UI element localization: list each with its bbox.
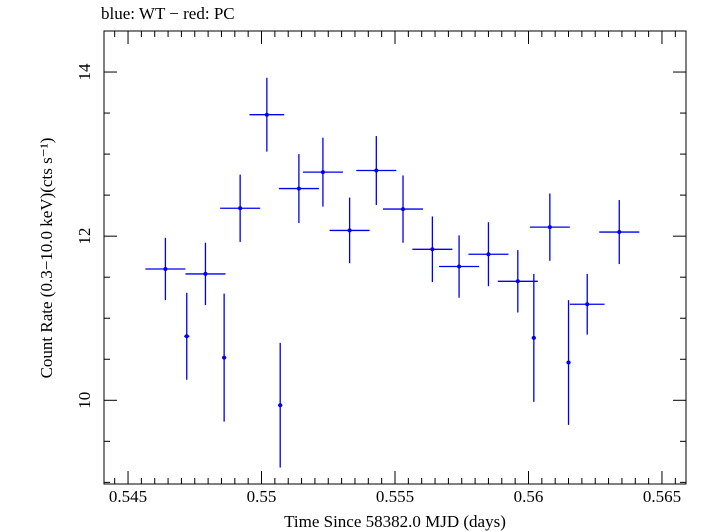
- point-marker: [347, 228, 352, 233]
- y-tick-label: 10: [75, 392, 94, 409]
- x-tick-label: 0.56: [514, 487, 544, 506]
- point-marker: [401, 207, 406, 212]
- point-marker: [515, 279, 520, 284]
- data-point: [569, 273, 605, 335]
- point-marker: [486, 252, 491, 257]
- x-tick-label: 0.55: [247, 487, 277, 506]
- data-point: [329, 197, 370, 264]
- data-point: [439, 235, 480, 298]
- y-tick-label: 12: [75, 228, 94, 245]
- point-marker: [184, 334, 189, 339]
- point-marker: [320, 170, 325, 175]
- data-point: [468, 222, 509, 287]
- point-marker: [566, 360, 571, 365]
- data-point: [382, 175, 424, 243]
- data-point: [599, 200, 640, 265]
- x-tick-label: 0.555: [376, 487, 414, 506]
- chart-title: blue: WT − red: PC: [101, 4, 235, 23]
- point-marker: [374, 168, 379, 173]
- point-marker: [430, 247, 435, 252]
- data-point: [145, 237, 186, 301]
- data-point: [249, 77, 285, 152]
- data-point: [278, 154, 319, 224]
- point-marker: [203, 271, 208, 276]
- data-points: [145, 77, 640, 468]
- point-marker: [264, 112, 269, 117]
- data-point: [497, 250, 538, 313]
- data-point: [529, 193, 570, 261]
- x-tick-label: 0.545: [109, 487, 147, 506]
- point-marker: [238, 206, 243, 211]
- data-point: [412, 216, 453, 283]
- point-marker: [163, 266, 168, 271]
- point-marker: [296, 186, 301, 191]
- point-marker: [547, 225, 552, 230]
- point-marker: [278, 403, 283, 408]
- x-axis-ticks: 0.545 0.55 0.555 0.56 0.565: [109, 31, 681, 506]
- y-axis-ticks: 10 12 14: [75, 63, 686, 483]
- y-tick-label: 14: [75, 63, 94, 81]
- plot-frame: [103, 30, 687, 485]
- point-marker: [457, 264, 462, 269]
- data-point: [220, 174, 261, 242]
- data-point: [356, 136, 397, 205]
- point-marker: [585, 302, 590, 307]
- point-marker: [617, 230, 622, 235]
- data-point: [566, 300, 571, 425]
- data-point: [302, 137, 343, 207]
- data-point: [184, 292, 190, 380]
- data-point: [531, 273, 536, 402]
- point-marker: [531, 335, 536, 340]
- x-axis-label: Time Since 58382.0 MJD (days): [284, 512, 506, 531]
- y-axis-label: Count Rate (0.3−10.0 keV)(cts s⁻¹): [37, 138, 56, 379]
- data-point: [185, 242, 226, 306]
- data-point: [222, 293, 227, 422]
- point-marker: [222, 355, 227, 360]
- data-point: [278, 342, 283, 468]
- x-tick-label: 0.565: [643, 487, 681, 506]
